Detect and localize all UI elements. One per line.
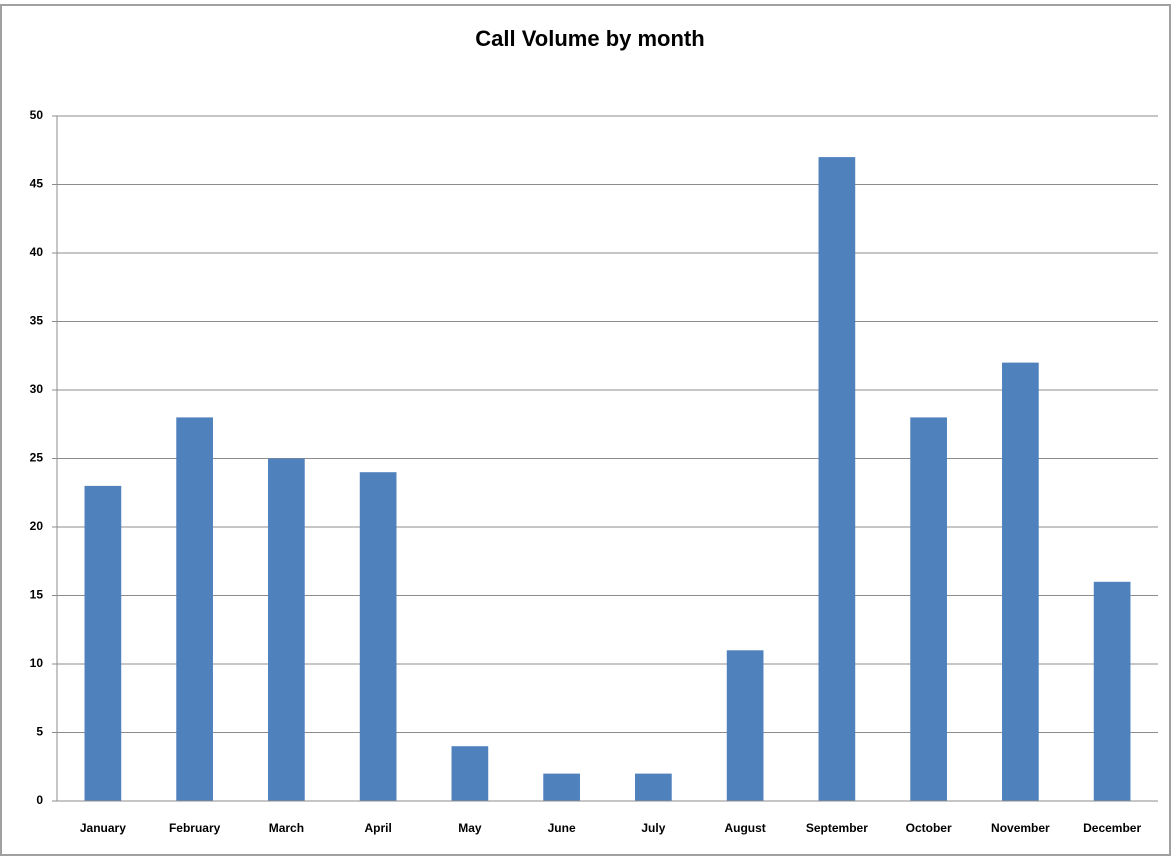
- chart-title: Call Volume by month: [475, 26, 704, 51]
- y-tick-label: 0: [36, 793, 43, 807]
- y-tick-label: 40: [30, 245, 44, 259]
- bar: [1093, 581, 1131, 801]
- x-tick-label: July: [641, 821, 665, 835]
- x-tick-label: February: [169, 821, 221, 835]
- bar: [1002, 362, 1039, 801]
- x-tick-label: April: [364, 821, 391, 835]
- y-tick-label: 10: [30, 656, 44, 670]
- x-tick-label: May: [458, 821, 482, 835]
- bar: [84, 485, 122, 801]
- x-tick-label: August: [724, 821, 765, 835]
- y-tick-label: 5: [36, 725, 43, 739]
- x-tick-label: December: [1083, 821, 1141, 835]
- bar: [268, 458, 305, 801]
- y-tick-label: 45: [30, 177, 44, 191]
- x-tick-label: September: [806, 821, 868, 835]
- x-tick-label: March: [269, 821, 304, 835]
- y-tick-label: 20: [30, 519, 44, 533]
- bar: [359, 472, 397, 801]
- bar: [635, 773, 672, 801]
- bar: [543, 773, 580, 801]
- bar: [818, 157, 856, 802]
- bar: [176, 417, 213, 801]
- y-tick-label: 30: [30, 382, 44, 396]
- x-tick-label: November: [991, 821, 1050, 835]
- y-tick-label: 25: [30, 451, 44, 465]
- bar: [726, 650, 764, 801]
- y-tick-label: 50: [30, 108, 44, 122]
- bar: [451, 746, 489, 801]
- bar: [910, 417, 947, 801]
- x-tick-label: June: [548, 821, 576, 835]
- x-tick-label: October: [906, 821, 952, 835]
- y-tick-label: 35: [30, 314, 44, 328]
- y-tick-label: 15: [30, 588, 44, 602]
- x-tick-label: January: [80, 821, 126, 835]
